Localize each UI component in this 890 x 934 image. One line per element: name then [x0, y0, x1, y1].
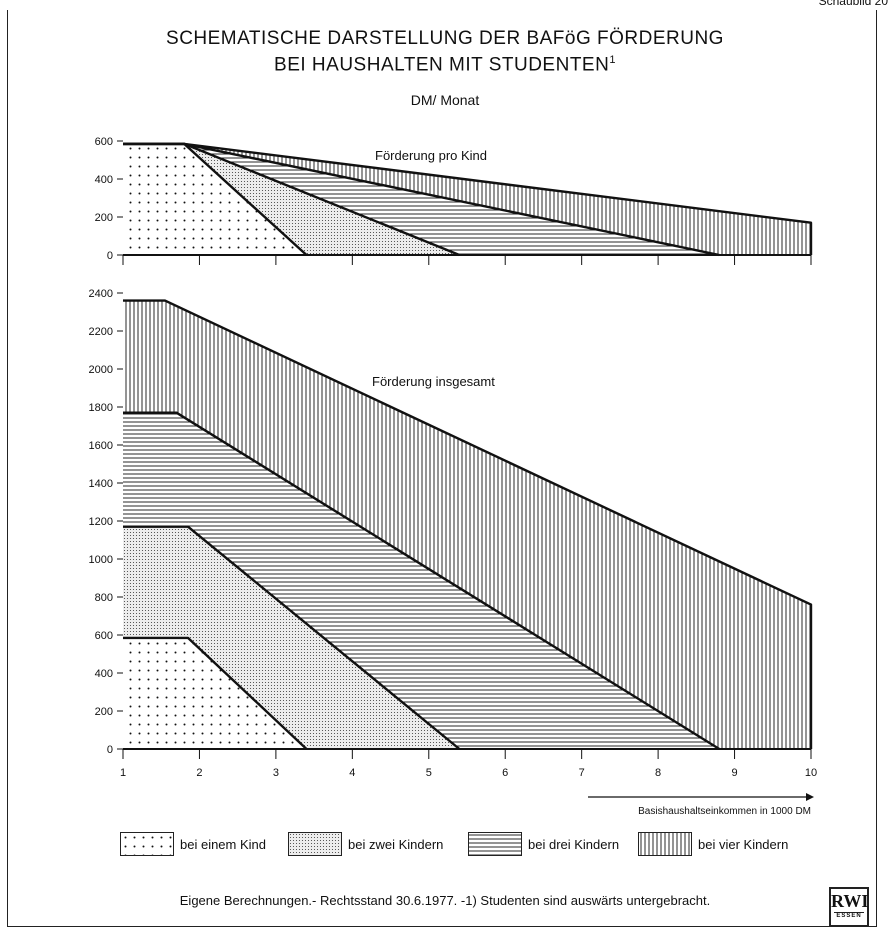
bottom-ytick-label: 2400 — [89, 288, 113, 300]
top-ytick-label: 200 — [95, 212, 113, 224]
bottom-area-one-child — [123, 637, 307, 749]
top-annotation: Förderung pro Kind — [375, 148, 487, 163]
bottom-line-four-children — [123, 299, 813, 749]
bottom-area-two-children — [123, 526, 460, 749]
title-line-2-text: BEI HAUSHALTEN MIT STUDENTEN — [274, 54, 610, 76]
top-area-one-child — [123, 143, 307, 255]
bottom-ytick-label: 400 — [95, 668, 113, 680]
chart-unit-label: DM/ Monat — [410, 92, 480, 108]
bottom-line-one-child — [123, 636, 308, 750]
top-area-three-children — [123, 143, 720, 255]
bottom-ytick-label: 1200 — [89, 516, 113, 528]
figure-number: Schaubild 20 — [818, 0, 888, 8]
logo-text: RWI — [831, 891, 869, 911]
bottom-ytick-label: 0 — [107, 744, 113, 756]
bottom-ytick-label: 200 — [95, 706, 113, 718]
chart-title-line-1: SCHEMATISCHE DARSTELLUNG DER BAFöG FÖRDE… — [166, 28, 724, 49]
xtick-label: 2 — [196, 767, 202, 779]
bottom-line-two-children — [123, 525, 461, 750]
top-ytick-label: 400 — [95, 174, 113, 186]
legend-label: bei vier Kindern — [698, 836, 789, 852]
legend-item-three-children: bei drei Kindern — [468, 832, 619, 856]
legend-label: bei einem Kind — [180, 836, 266, 852]
top-area-four-children — [123, 143, 811, 255]
bottom-line-three-children — [123, 411, 720, 751]
title-footnote-mark: 1 — [609, 54, 616, 66]
bottom-ytick-label: 2000 — [89, 364, 113, 376]
bottom-area-four-children — [123, 300, 811, 749]
top-ytick-label: 600 — [95, 136, 113, 148]
legend-item-one-child: bei einem Kind — [120, 832, 266, 856]
x-axis-label: Basishaushaltseinkommen in 1000 DM — [638, 806, 811, 817]
legend-swatch-dots — [120, 832, 174, 856]
bottom-ytick-label: 1800 — [89, 402, 113, 414]
bottom-area-three-children — [123, 412, 720, 749]
legend-swatch-vlines — [638, 832, 692, 856]
bottom-ytick-label: 600 — [95, 630, 113, 642]
bottom-ytick-label: 1400 — [89, 478, 113, 490]
xtick-label: 6 — [502, 767, 508, 779]
bottom-annotation: Förderung insgesamt — [372, 374, 495, 389]
xtick-label: 5 — [426, 767, 432, 779]
xtick-label: 1 — [120, 767, 126, 779]
xtick-label: 4 — [349, 767, 355, 779]
top-area-two-children — [123, 143, 460, 255]
xtick-label: 9 — [731, 767, 737, 779]
legend-label: bei zwei Kindern — [348, 836, 444, 852]
bottom-ytick-label: 800 — [95, 592, 113, 604]
legend-label: bei drei Kindern — [528, 836, 620, 852]
chart-title-line-2: BEI HAUSHALTEN MIT STUDENTEN1 — [0, 54, 890, 76]
xtick-label: 10 — [805, 767, 817, 779]
legend-item-four-children: bei vier Kindern — [638, 832, 788, 856]
xtick-label: 8 — [655, 767, 661, 779]
legend: bei einem Kind bei zwei Kindern bei drei… — [120, 832, 840, 862]
figure-frame — [7, 10, 877, 927]
bottom-ytick-label: 1600 — [89, 440, 113, 452]
bottom-ytick-label: 2200 — [89, 326, 113, 338]
bottom-ytick-label: 1000 — [89, 554, 113, 566]
source-note: Eigene Berechnungen.- Rechtsstand 30.6.1… — [179, 893, 711, 908]
x-axis-arrow-head — [806, 793, 814, 801]
rwi-logo: RWI ESSEN — [829, 887, 869, 927]
legend-swatch-hlines — [468, 832, 522, 856]
top-ytick-label: 0 — [107, 250, 113, 262]
top-line-four-children — [123, 142, 813, 255]
xtick-label: 3 — [273, 767, 279, 779]
xtick-label: 7 — [579, 767, 585, 779]
logo-subtext: ESSEN — [834, 912, 864, 919]
legend-item-two-children: bei zwei Kindern — [288, 832, 443, 856]
legend-swatch-stipple — [288, 832, 342, 856]
